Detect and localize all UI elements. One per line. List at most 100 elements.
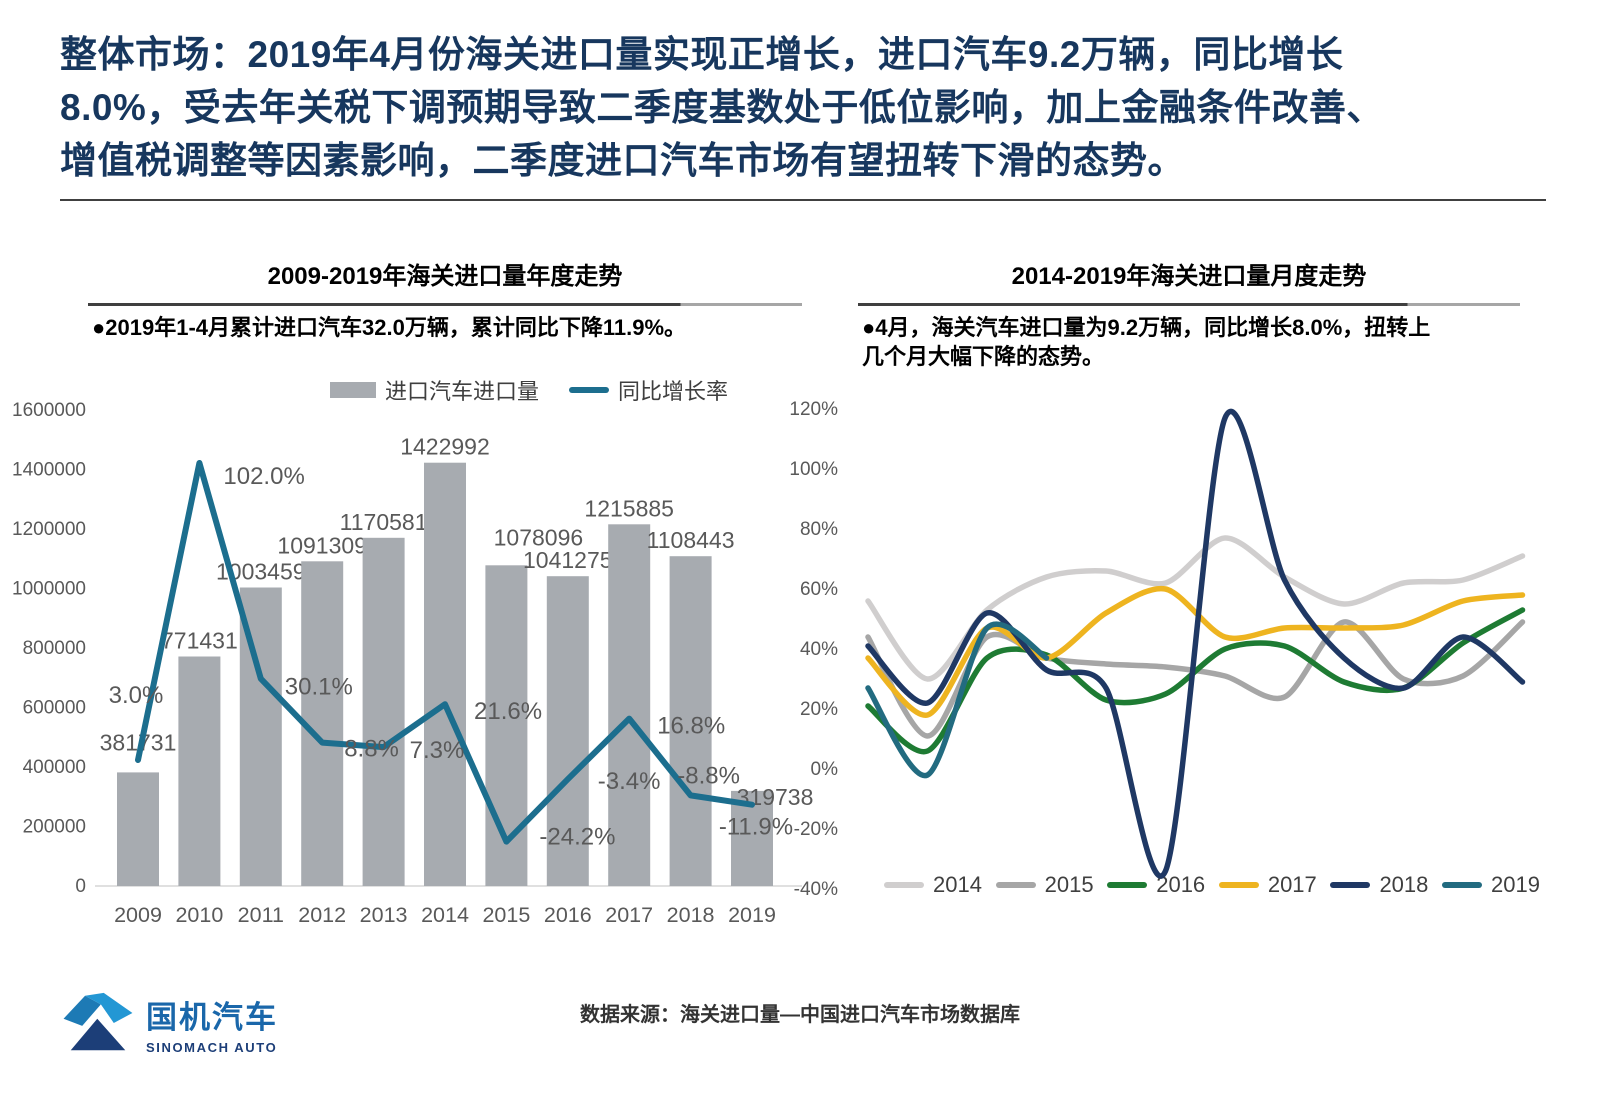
legend-item-year-2018-swatch (1330, 882, 1371, 888)
left-y-tick-label: 1400000 (12, 460, 86, 481)
slide-title-line-3: 增值税调整等因素影响，二季度进口汽车市场有望扭转下滑的态势。 (60, 140, 1185, 181)
yoy-point-label: 16.8% (657, 713, 725, 740)
pct-y-tick-label: -40% (794, 879, 838, 900)
yoy-point-label: -8.8% (677, 762, 740, 789)
pct-y-tick-label: 120% (789, 399, 838, 420)
legend-item-year-2018-label: 2018 (1379, 872, 1429, 897)
right-chart-title-underline (858, 303, 1520, 306)
yoy-point-label: 8.8% (344, 736, 399, 763)
legend-item-year-2015: 2015 (995, 872, 1094, 898)
pct-y-tick-label: 0% (811, 759, 839, 780)
x-axis-year-label: 2019 (728, 903, 776, 927)
yoy-point-label: 21.6% (474, 698, 542, 725)
x-axis-year-label: 2018 (667, 903, 715, 927)
slide-title-line-1: 整体市场：2019年4月份海关进口量实现正增长，进口汽车9.2万辆，同比增长 (60, 34, 1344, 75)
logo-name-cn: 国机汽车 (146, 999, 278, 1035)
pct-y-tick-label: 80% (800, 519, 838, 540)
left-y-tick-label: 400000 (23, 757, 86, 778)
yoy-point-label: -24.2% (539, 824, 615, 851)
legend-item-import-volume-label: 进口汽车进口量 (385, 379, 540, 404)
sinomach-logo-icon (63, 992, 133, 1051)
left-chart-legend: 进口汽车进口量 同比增长率 (330, 374, 728, 406)
bar-value-label: 771431 (161, 628, 238, 654)
legend-item-year-2016-swatch (1107, 882, 1148, 888)
company-logo: 国机汽车 SINOMACH AUTO (62, 990, 278, 1056)
x-axis-year-label: 2014 (421, 903, 469, 927)
import-volume-bar (362, 537, 405, 886)
import-volume-bar (669, 556, 712, 886)
legend-item-yoy-growth-label: 同比增长率 (618, 379, 729, 404)
left-y-tick-label: 0 (75, 876, 86, 897)
yoy-point-label: 102.0% (223, 463, 304, 490)
yoy-point-label: -11.9% (719, 814, 793, 841)
x-axis-year-label: 2010 (175, 903, 223, 927)
x-axis-year-label: 2009 (114, 903, 162, 927)
legend-item-year-2017: 2017 (1218, 872, 1317, 898)
import-volume-bar (546, 576, 589, 886)
legend-item-year-2014-swatch (884, 882, 924, 888)
pct-y-tick-label: 100% (789, 459, 838, 480)
right-chart-note: ●4月，海关汽车进口量为9.2万辆，同比增长8.0%，扭转上 几个月大幅下降的态… (862, 313, 1530, 371)
yoy-growth-line (135, 460, 755, 845)
slide-title-line-2: 8.0%，受去年关税下调预期导致二季度基数处于低位影响，加上金融条件改善、 (60, 87, 1384, 128)
legend-item-year-2019-label: 2019 (1491, 872, 1540, 897)
logo-text: 国机汽车 SINOMACH AUTO (146, 992, 278, 1055)
bar-value-label: 1091309 (277, 532, 367, 558)
left-y-tick-label: 1600000 (12, 400, 86, 421)
import-volume-bar (424, 462, 466, 886)
header-divider (60, 199, 1546, 201)
x-axis-year-label: 2017 (605, 903, 653, 927)
left-y-tick-label: 600000 (23, 698, 86, 719)
legend-item-year-2014-label: 2014 (933, 872, 982, 897)
left-chart-note: ●2019年1-4月累计进口汽车32.0万辆，累计同比下降11.9%。 (92, 315, 687, 340)
yoy-point-label: 3.0% (109, 682, 164, 709)
pct-y-tick-label: -20% (794, 819, 838, 840)
legend-item-year-2019: 2019 (1442, 872, 1540, 898)
monthly-yoy-line-2018 (865, 408, 1526, 879)
bar-value-label: 1422992 (400, 434, 490, 460)
import-volume-bar (178, 656, 221, 886)
left-chart-title-underline (88, 303, 802, 306)
slide-title: 整体市场：2019年4月份海关进口量实现正增长，进口汽车9.2万辆，同比增长 8… (60, 28, 1555, 187)
monthly-yoy-line-2019 (865, 621, 1050, 779)
yoy-point-label: -3.4% (598, 768, 661, 795)
right-chart-title: 2014-2019年海关进口量月度走势 (1011, 263, 1367, 290)
legend-item-import-volume-swatch (330, 382, 376, 398)
yoy-point-label: 7.3% (410, 737, 465, 764)
import-volume-bar (608, 524, 651, 886)
legend-item-yoy-growth: 同比增长率 (569, 374, 728, 406)
bar-value-label: 1215885 (584, 495, 674, 521)
left-y-tick-label: 1200000 (12, 519, 86, 540)
logo-name-en: SINOMACH AUTO (146, 1039, 278, 1055)
bar-value-label: 1170581 (340, 509, 428, 535)
x-axis-year-label: 2013 (360, 903, 408, 927)
monthly-yoy-line-2017 (865, 585, 1526, 718)
pct-y-tick-label: 60% (800, 579, 838, 600)
legend-item-year-2014: 2014 (884, 872, 982, 898)
x-axis-year-label: 2015 (482, 903, 530, 927)
x-axis-year-label: 2011 (238, 903, 284, 927)
left-y-tick-label: 1000000 (12, 579, 86, 600)
legend-item-year-2018: 2018 (1330, 872, 1428, 898)
import-volume-bar (301, 561, 344, 886)
legend-item-year-2017-label: 2017 (1267, 872, 1317, 897)
data-source-note: 数据来源：海关进口量—中国进口汽车市场数据库 (580, 1004, 1020, 1026)
right-chart-note-line-1: ●4月，海关汽车进口量为9.2万辆，同比增长8.0%，扭转上 (862, 315, 1431, 340)
pct-y-tick-label: 40% (800, 639, 838, 660)
x-axis-year-label: 2012 (298, 903, 346, 927)
legend-item-year-2017-swatch (1218, 882, 1259, 888)
bar-value-label: 1108443 (647, 527, 735, 553)
left-y-tick-label: 800000 (23, 638, 86, 659)
right-chart-legend: 2014 2015 2016 2017 2018 2019 (884, 872, 1540, 898)
right-chart-note-line-2: 几个月大幅下降的态势。 (862, 344, 1105, 369)
x-axis-year-label: 2016 (544, 903, 592, 927)
legend-item-year-2015-swatch (995, 882, 1036, 888)
bar-value-label: 1078096 (494, 524, 584, 550)
yoy-point-label: 30.1% (285, 674, 353, 701)
legend-item-yoy-growth-swatch (569, 387, 610, 393)
legend-item-year-2019-swatch (1442, 882, 1483, 888)
pct-y-tick-label: 20% (800, 699, 838, 720)
left-chart-title: 2009-2019年海关进口量年度走势 (267, 263, 623, 290)
